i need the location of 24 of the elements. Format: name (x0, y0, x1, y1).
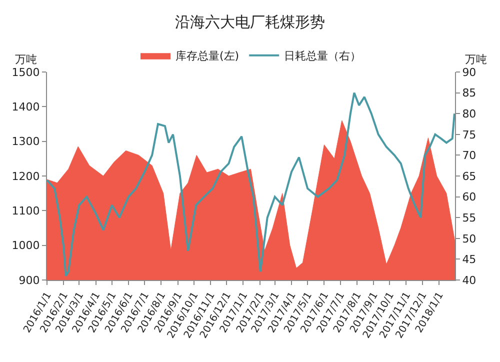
y2-tick-label: 70 (462, 149, 476, 162)
y2-tick-label: 55 (462, 211, 476, 224)
y2-tick-label: 50 (462, 232, 476, 246)
legend-label: 库存总量(左) (176, 50, 240, 63)
y-tick-label: 900 (18, 274, 40, 287)
y-axis-title: 万吨 (15, 53, 37, 66)
y-tick-label: 1100 (12, 204, 40, 218)
y2-tick-label: 75 (462, 128, 476, 142)
legend-label: 日耗总量（右） (284, 50, 362, 63)
y2-tick-label: 65 (462, 170, 476, 183)
y-tick-label: 1500 (12, 66, 40, 79)
y2-tick-label: 90 (462, 66, 476, 79)
chart-title: 沿海六大电厂耗煤形势 (175, 12, 325, 31)
y-tick-label: 1300 (12, 135, 40, 148)
y2-tick-label: 85 (462, 86, 476, 100)
y-tick-label: 1000 (12, 239, 40, 252)
y-tick-label: 1400 (12, 100, 40, 114)
y2-tick-label: 40 (462, 274, 476, 287)
y2-tick-label: 80 (462, 107, 476, 120)
y2-tick-label: 45 (462, 253, 476, 266)
y-tick-label: 1200 (12, 170, 40, 183)
y2-tick-label: 60 (462, 190, 476, 204)
y2-axis-title: 万吨 (465, 53, 487, 66)
line-series (47, 92, 455, 277)
